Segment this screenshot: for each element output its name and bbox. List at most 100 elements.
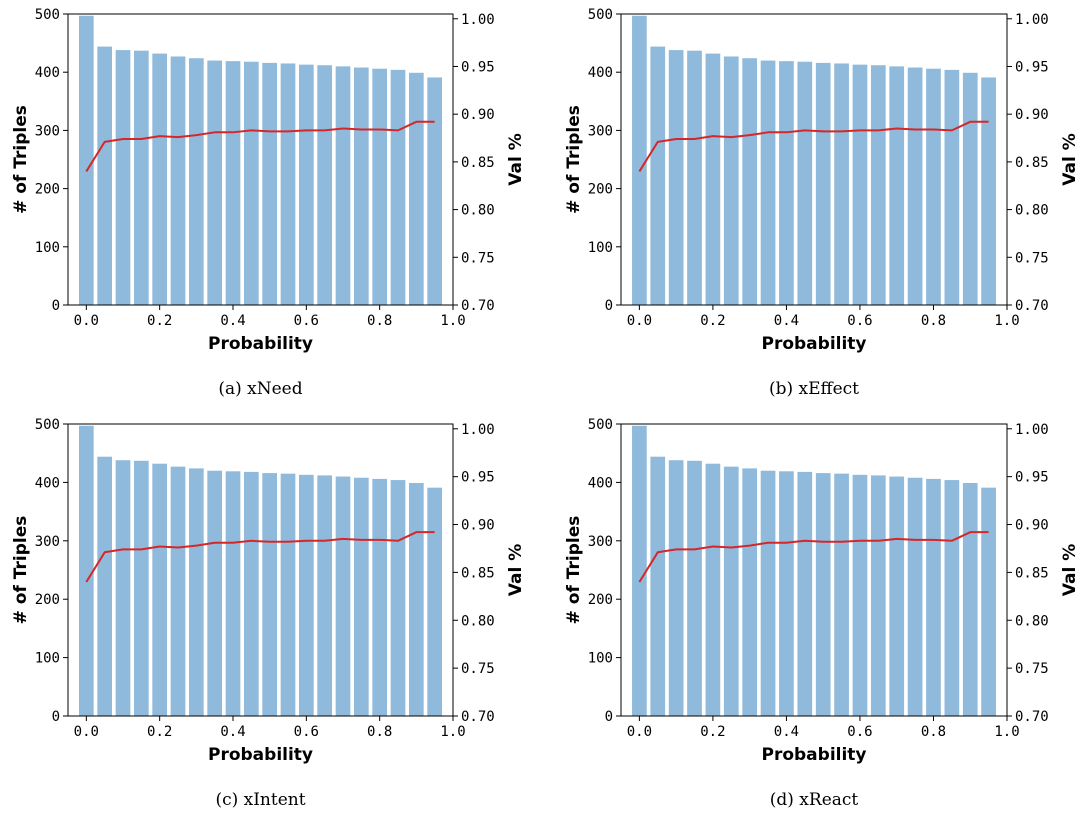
x-tick-label: 1.0 [440, 724, 465, 740]
y2-tick-label: 0.90 [1015, 518, 1049, 534]
y-tick-label: 100 [35, 240, 60, 256]
y-tick-label: 200 [35, 592, 60, 608]
bar [115, 50, 131, 305]
y2-tick-label: 0.95 [1015, 470, 1049, 486]
bar [815, 62, 831, 305]
bar [962, 482, 978, 716]
x-tick-label: 0.0 [74, 313, 99, 329]
plot-frame [67, 423, 454, 717]
y2-tick-label: 0.95 [1015, 59, 1049, 75]
y2-tick-label: 0.70 [461, 298, 495, 314]
bar [189, 58, 204, 306]
bar [372, 68, 387, 306]
bar [668, 50, 684, 305]
bar [427, 77, 442, 305]
y-tick-label: 300 [35, 534, 60, 550]
y2-tick-label: 0.80 [461, 613, 495, 629]
y-tick-label: 500 [35, 7, 60, 23]
x-tick-label: 0.0 [627, 724, 652, 740]
x-tick-label: 0.2 [700, 313, 725, 329]
x-tick-label: 0.6 [847, 724, 872, 740]
y2-axis-title: Val % [506, 544, 526, 596]
bar [944, 480, 960, 716]
bar [907, 477, 923, 716]
bar [390, 480, 406, 716]
y-axis-title: # of Triples [564, 105, 584, 214]
plot-frame [620, 13, 1008, 306]
bar [207, 470, 222, 716]
y2-tick-label: 0.70 [461, 709, 495, 725]
bar [852, 64, 868, 305]
bar [981, 487, 996, 716]
x-tick-label: 1.0 [994, 724, 1019, 740]
y2-tick-label: 0.70 [1015, 709, 1049, 725]
bar [650, 46, 666, 306]
bar [926, 68, 941, 306]
subfigure-caption: (a) xNeed [218, 379, 302, 399]
y-tick-label: 500 [588, 417, 613, 433]
x-tick-label: 0.0 [74, 724, 99, 740]
y-tick-label: 200 [35, 182, 60, 198]
y-tick-label: 100 [588, 651, 613, 667]
val-line [638, 120, 989, 172]
y-tick-label: 400 [35, 65, 60, 81]
y2-tick-label: 0.85 [461, 565, 495, 581]
y-tick-label: 0 [52, 709, 60, 725]
chart-panel-xreact: 0.0 0.2 0.4 0.6 0.8 1.001002003004005000.700.… [564, 417, 1080, 810]
bar [335, 66, 351, 305]
x-tick-label: 0.4 [220, 313, 245, 329]
x-tick-label: 0.4 [774, 313, 799, 329]
bar [317, 65, 332, 305]
bar [409, 482, 424, 716]
x-tick-label: 1.0 [440, 313, 465, 329]
y-tick-label: 400 [588, 475, 613, 491]
bar [225, 61, 241, 305]
y2-tick-label: 0.85 [1015, 565, 1049, 581]
bar [962, 72, 978, 305]
bar [944, 69, 960, 306]
bar [244, 471, 259, 716]
bar [981, 77, 996, 305]
x-tick-label: 0.8 [367, 313, 392, 329]
y-tick-label: 0 [52, 298, 60, 314]
subfigure-caption: (c) xIntent [215, 790, 305, 810]
val-line [85, 120, 435, 172]
y-tick-label: 500 [588, 7, 613, 23]
chart-panel-xeffect: 0.0 0.2 0.4 0.6 0.8 1.001002003004005000.700.… [564, 7, 1080, 399]
x-tick-label: 0.8 [921, 313, 946, 329]
bar [115, 460, 131, 716]
y2-tick-label: 0.75 [1015, 250, 1049, 266]
y2-tick-label: 0.95 [461, 59, 495, 75]
bar [687, 50, 702, 305]
bar [299, 474, 314, 716]
y2-tick-label: 0.80 [461, 203, 495, 219]
y2-tick-label: 0.90 [461, 518, 495, 534]
x-axis-title: Probability [208, 745, 313, 765]
subfigure-caption: (d) xReact [770, 790, 859, 810]
x-tick-label: 0.8 [921, 724, 946, 740]
bar [299, 64, 314, 305]
plot-frame [67, 13, 454, 306]
bar [97, 456, 112, 716]
bar [152, 463, 167, 716]
bar [280, 473, 296, 716]
bar [889, 66, 905, 305]
x-tick-label: 0.6 [294, 313, 319, 329]
y-tick-label: 400 [35, 475, 60, 491]
bar [779, 61, 794, 305]
y-tick-label: 200 [588, 182, 613, 198]
x-tick-label: 0.4 [774, 724, 799, 740]
y2-axis-title: Val % [506, 133, 526, 185]
bar [760, 60, 776, 306]
y-axis-title: # of Triples [11, 516, 31, 625]
bar [189, 468, 204, 716]
bar [723, 466, 739, 716]
x-axis-title: Probability [761, 334, 866, 354]
x-tick-label: 0.6 [294, 724, 319, 740]
chart-panel-xneed: 0.0 0.2 0.4 0.6 0.8 1.001002003004005000.700.… [11, 7, 526, 399]
y2-tick-label: 0.70 [1015, 298, 1049, 314]
bar [409, 72, 424, 305]
bar [79, 425, 94, 716]
bar [225, 471, 241, 716]
